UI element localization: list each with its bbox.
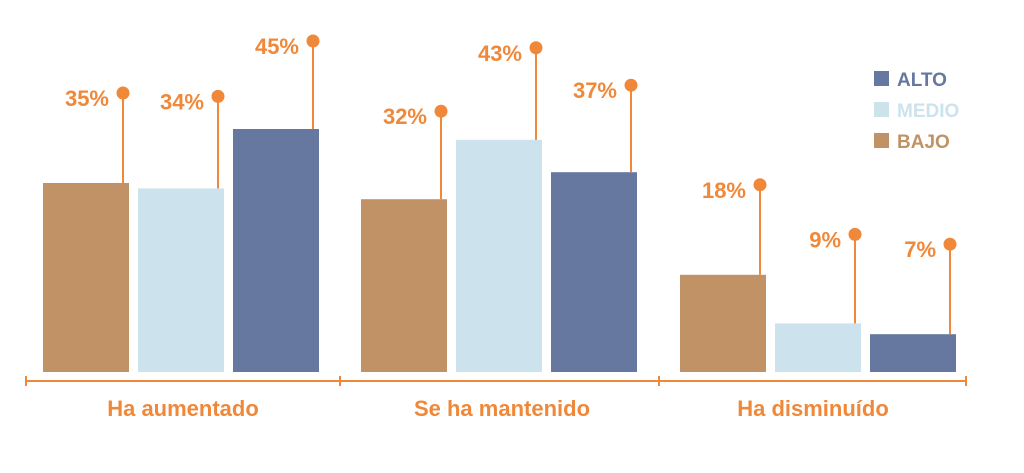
leader-dot-medio-ha-aumentado [211, 89, 225, 103]
leader-dot-bajo-ha-disminu-do [753, 178, 767, 192]
bar-bajo-se-ha-mantenido [361, 199, 447, 372]
x-tick-label: Se ha mantenido [414, 396, 590, 421]
data-label-bajo-ha-aumentado: 35% [65, 86, 109, 111]
bar-medio-ha-disminu-do [775, 323, 861, 372]
bar-medio-ha-aumentado [138, 188, 224, 372]
leader-dot-alto-ha-disminu-do [943, 237, 957, 251]
leader-dot-medio-se-ha-mantenido [529, 41, 543, 55]
bars-layer [43, 129, 956, 372]
data-label-alto-ha-disminu-do: 7% [904, 237, 936, 262]
leader-dot-bajo-se-ha-mantenido [434, 104, 448, 118]
legend-swatch-medio [874, 102, 889, 117]
data-label-bajo-ha-disminu-do: 18% [702, 178, 746, 203]
bar-bajo-ha-aumentado [43, 183, 129, 372]
legend-label-bajo: BAJO [897, 132, 950, 153]
bar-medio-se-ha-mantenido [456, 139, 542, 372]
legend: ALTO MEDIO BAJO [874, 70, 959, 153]
legend-swatch-alto [874, 71, 889, 86]
data-label-medio-ha-disminu-do: 9% [809, 227, 841, 252]
x-tick-label: Ha aumentado [107, 396, 259, 421]
leader-dot-alto-ha-aumentado [306, 34, 320, 48]
bar-alto-ha-disminu-do [870, 334, 956, 372]
leader-dot-bajo-ha-aumentado [116, 86, 130, 100]
data-label-medio-ha-aumentado: 34% [160, 89, 204, 114]
bar-bajo-ha-disminu-do [680, 274, 766, 372]
legend-label-medio: MEDIO [897, 101, 959, 122]
leader-dot-alto-se-ha-mantenido [624, 78, 638, 92]
x-axis: Ha aumentado Se ha mantenido Ha disminuído [25, 376, 967, 421]
leaders-layer: 35% 34% 45% 32% 43% 37% 18% 9% 7% [65, 34, 957, 335]
x-tick-label: Ha disminuído [737, 396, 889, 421]
bar-alto-ha-aumentado [233, 129, 319, 372]
legend-swatch-bajo [874, 133, 889, 148]
data-label-bajo-se-ha-mantenido: 32% [383, 104, 427, 129]
bar-alto-se-ha-mantenido [551, 172, 637, 372]
leader-dot-medio-ha-disminu-do [848, 227, 862, 241]
legend-label-alto: ALTO [897, 70, 947, 91]
data-label-alto-ha-aumentado: 45% [255, 34, 299, 59]
data-label-medio-se-ha-mantenido: 43% [478, 41, 522, 66]
data-label-alto-se-ha-mantenido: 37% [573, 78, 617, 103]
